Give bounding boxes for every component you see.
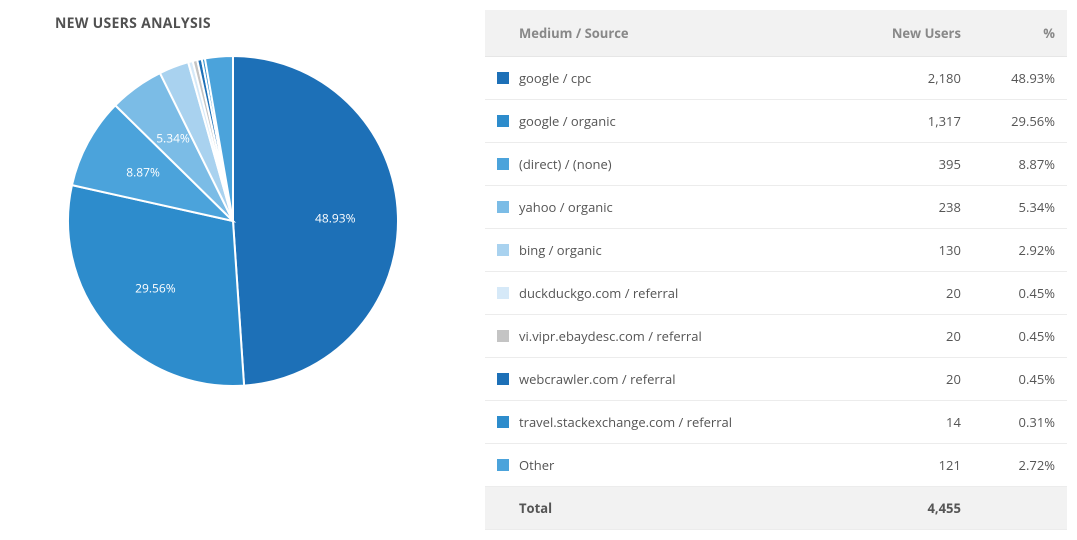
cell-total-label: Total (485, 487, 844, 530)
analysis-panel: NEW USERS ANALYSIS 48.93%29.56%8.87%5.34… (0, 0, 1077, 540)
cell-users: 1,317 (844, 100, 973, 143)
table-header-row: Medium / Source New Users % (485, 10, 1067, 57)
legend-swatch (497, 373, 509, 385)
cell-source-label: vi.vipr.ebaydesc.com / referral (519, 327, 702, 345)
cell-source-label: duckduckgo.com / referral (519, 284, 678, 302)
cell-source: vi.vipr.ebaydesc.com / referral (485, 315, 844, 358)
cell-users: 20 (844, 272, 973, 315)
col-source-label: Medium / Source (519, 24, 629, 42)
cell-pct: 2.92% (973, 229, 1067, 272)
cell-users: 121 (844, 444, 973, 487)
table-row: google / organic 1,31729.56% (485, 100, 1067, 143)
table-row: vi.vipr.ebaydesc.com / referral 200.45% (485, 315, 1067, 358)
cell-source: webcrawler.com / referral (485, 358, 844, 401)
legend-swatch (497, 201, 509, 213)
cell-users: 14 (844, 401, 973, 444)
cell-pct: 0.31% (973, 401, 1067, 444)
cell-pct: 0.45% (973, 358, 1067, 401)
cell-users: 130 (844, 229, 973, 272)
legend-swatch (497, 158, 509, 170)
legend-swatch (497, 287, 509, 299)
cell-pct: 48.93% (973, 57, 1067, 100)
cell-users: 395 (844, 143, 973, 186)
cell-pct: 0.45% (973, 315, 1067, 358)
legend-swatch (497, 115, 509, 127)
legend-swatch (497, 244, 509, 256)
cell-total-pct (973, 487, 1067, 530)
cell-source-label: Other (519, 456, 554, 474)
pie-slice-label: 5.34% (156, 130, 190, 147)
pie-slice-label: 8.87% (126, 164, 160, 181)
cell-source: duckduckgo.com / referral (485, 272, 844, 315)
cell-pct: 8.87% (973, 143, 1067, 186)
col-source: Medium / Source (485, 10, 844, 57)
cell-users: 20 (844, 315, 973, 358)
cell-source-label: bing / organic (519, 241, 602, 259)
total-label: Total (519, 499, 552, 517)
col-pct: % (973, 10, 1067, 57)
cell-source-label: google / organic (519, 112, 616, 130)
cell-source-label: google / cpc (519, 69, 591, 87)
table-row: yahoo / organic 2385.34% (485, 186, 1067, 229)
pie-slice-label: 48.93% (315, 209, 356, 226)
cell-source: bing / organic (485, 229, 844, 272)
table-row: (direct) / (none) 3958.87% (485, 143, 1067, 186)
legend-swatch (497, 416, 509, 428)
cell-users: 20 (844, 358, 973, 401)
legend-swatch (497, 459, 509, 471)
legend-swatch (497, 72, 509, 84)
cell-source-label: webcrawler.com / referral (519, 370, 676, 388)
table-column: Medium / Source New Users % google / cpc… (485, 0, 1077, 540)
chart-column: NEW USERS ANALYSIS 48.93% 29.56% 8.87% 5.34… (0, 0, 485, 540)
table-row: bing / organic 1302.92% (485, 229, 1067, 272)
table-total-row: Total 4,455 (485, 487, 1067, 530)
cell-users: 238 (844, 186, 973, 229)
pie-slice-label: 29.56% (135, 279, 176, 296)
panel-title: NEW USERS ANALYSIS (55, 14, 465, 33)
legend-swatch (497, 330, 509, 342)
table-row: travel.stackexchange.com / referral 140.3… (485, 401, 1067, 444)
cell-pct: 5.34% (973, 186, 1067, 229)
table-row: Other 1212.72% (485, 444, 1067, 487)
cell-source: yahoo / organic (485, 186, 844, 229)
cell-source-label: yahoo / organic (519, 198, 613, 216)
table-row: google / cpc 2,18048.93% (485, 57, 1067, 100)
sources-table: Medium / Source New Users % google / cpc… (485, 10, 1067, 530)
cell-total-users: 4,455 (844, 487, 973, 530)
cell-pct: 0.45% (973, 272, 1067, 315)
table-row: webcrawler.com / referral 200.45% (485, 358, 1067, 401)
cell-pct: 2.72% (973, 444, 1067, 487)
table-body: google / cpc 2,18048.93% google / organic 1… (485, 57, 1067, 530)
table-row: duckduckgo.com / referral 200.45% (485, 272, 1067, 315)
cell-source-label: travel.stackexchange.com / referral (519, 413, 732, 431)
cell-source: travel.stackexchange.com / referral (485, 401, 844, 444)
cell-source: (direct) / (none) (485, 143, 844, 186)
col-users: New Users (844, 10, 973, 57)
pie-chart: 48.93% 29.56% 8.87% 5.34% (63, 51, 403, 391)
cell-users: 2,180 (844, 57, 973, 100)
cell-source: google / cpc (485, 57, 844, 100)
cell-source: Other (485, 444, 844, 487)
cell-source-label: (direct) / (none) (519, 155, 612, 173)
cell-source: google / organic (485, 100, 844, 143)
cell-pct: 29.56% (973, 100, 1067, 143)
